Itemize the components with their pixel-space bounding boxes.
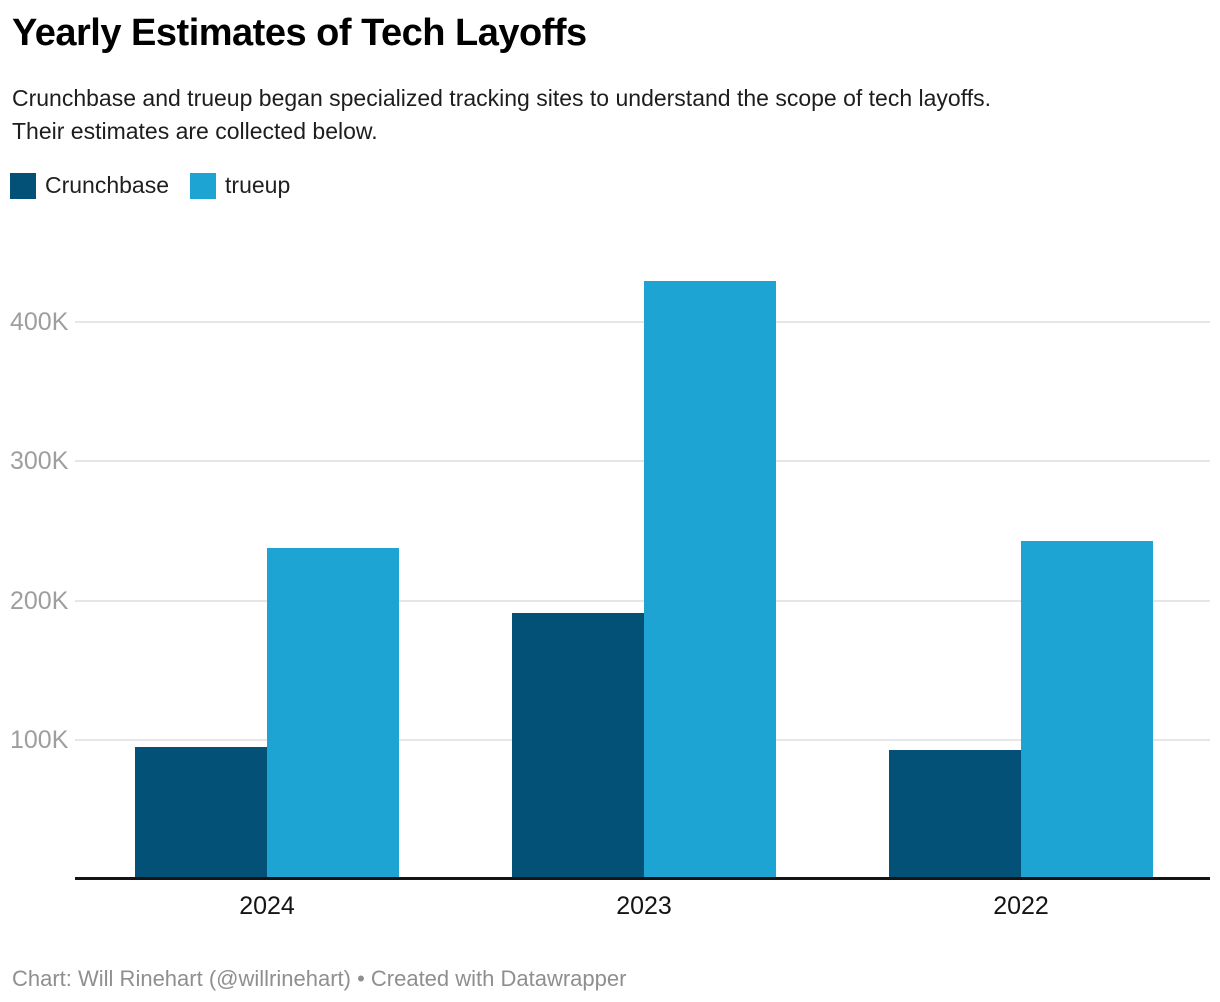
chart-footer: Chart: Will Rinehart (@willrinehart) • C… (12, 966, 627, 991)
y-tick-label-300K: 300K (10, 447, 69, 476)
gridline-300K (75, 460, 1210, 463)
legend-item-crunchbase: Crunchbase (10, 172, 169, 199)
bar-trueup-2023 (644, 281, 776, 880)
chart-title: Yearly Estimates of Tech Layoffs (12, 12, 587, 54)
x-category-label-2023: 2023 (616, 892, 672, 920)
legend-swatch-trueup (190, 172, 217, 199)
bar-crunchbase-2024 (135, 747, 267, 880)
legend-label-crunchbase: Crunchbase (45, 172, 170, 198)
legend-item-trueup: trueup (190, 172, 290, 199)
chart-description: Crunchbase and trueup began specialized … (12, 82, 991, 148)
legend-label-trueup: trueup (225, 172, 291, 198)
y-tick-label-100K: 100K (10, 726, 69, 755)
x-axis-line (75, 877, 1210, 880)
bar-crunchbase-2023 (512, 613, 644, 880)
chart-description-line-2: Their estimates are collected below. (12, 118, 378, 144)
x-category-label-2024: 2024 (239, 892, 295, 920)
bar-crunchbase-2022 (889, 750, 1021, 880)
bar-trueup-2024 (267, 547, 399, 880)
x-category-label-2022: 2022 (993, 892, 1049, 920)
y-tick-label-400K: 400K (10, 307, 69, 336)
legend-swatch-crunchbase (10, 172, 36, 199)
chart-description-line-1: Crunchbase and trueup began specialized … (12, 85, 991, 111)
legend: Crunchbase trueup (10, 172, 290, 199)
bar-trueup-2022 (1021, 540, 1153, 880)
gridline-200K (75, 599, 1210, 602)
gridline-400K (75, 320, 1210, 323)
y-tick-label-200K: 200K (10, 586, 69, 615)
